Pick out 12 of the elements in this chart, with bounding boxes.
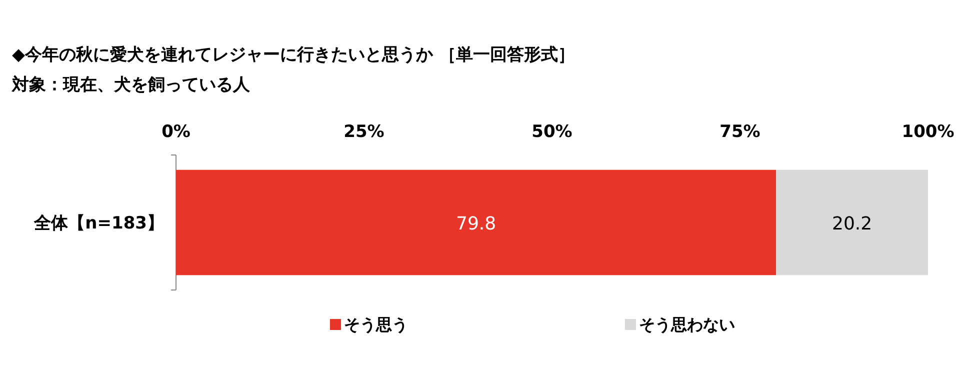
x-tick-label: 100%	[902, 122, 954, 142]
x-tick-label: 50%	[532, 122, 572, 142]
chart-subtitle: 対象：現在、犬を飼っている人	[11, 75, 251, 95]
x-tick-label: 0%	[162, 122, 190, 142]
x-tick-label: 75%	[720, 122, 760, 142]
legend-label: そう思う	[344, 315, 408, 334]
data-label: 20.2	[832, 214, 872, 234]
legend-label: そう思わない	[639, 315, 735, 334]
data-label: 79.8	[456, 214, 496, 234]
chart-title: ◆今年の秋に愛犬を連れてレジャーに行きたいと思うか ［単一回答形式］	[12, 45, 575, 65]
x-tick-label: 25%	[344, 122, 384, 142]
y-tick-label: 全体【n=183】	[33, 214, 164, 234]
